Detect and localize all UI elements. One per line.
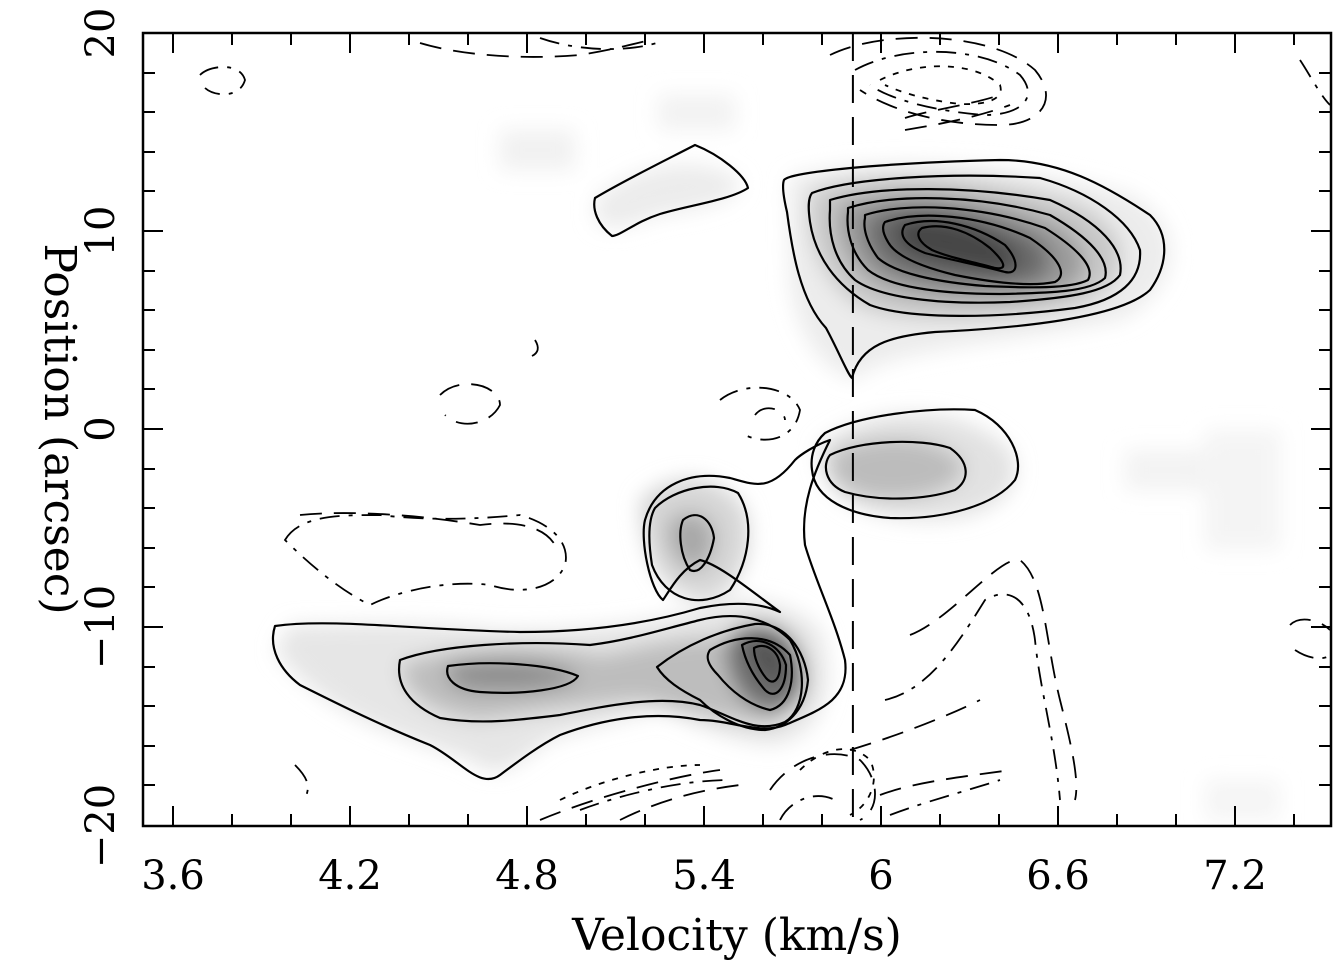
x-tick-label: 6.6 (1026, 853, 1090, 899)
contour-upper-level-5 (863, 206, 1091, 289)
x-tick-label: 4.2 (318, 853, 382, 899)
y-tick-label: 10 (78, 206, 124, 257)
y-axis-label: Position (arcsec) (34, 243, 85, 614)
contour-upper-level-7 (901, 219, 1017, 274)
contour-middle-level-2 (824, 440, 967, 500)
contour-lower-level-1 (271, 438, 847, 781)
x-tick-label: 6 (868, 853, 893, 899)
y-tick-label: 0 (78, 416, 124, 441)
contour-upper-level-6 (881, 214, 1063, 286)
contour-upper-level-3 (828, 188, 1122, 304)
y-tick-label: −20 (78, 784, 124, 868)
y-axis-ticks (143, 32, 1331, 827)
contour-middle-level-1 (810, 408, 1020, 520)
contour-lower-level-4 (655, 622, 810, 732)
contour-lower-level-6 (740, 639, 788, 695)
contour-lower-level-7 (752, 644, 782, 683)
contour-lower-level-3 (446, 662, 580, 694)
x-tick-label: 4.8 (495, 853, 559, 899)
x-axis-ticks (172, 33, 1295, 826)
x-tick-label: 3.6 (141, 853, 205, 899)
y-tick-label: −10 (78, 585, 124, 669)
contour-small-upper (593, 143, 750, 238)
x-tick-label: 7.2 (1203, 853, 1267, 899)
y-tick-labels: 20 10 0 −10 −20 (78, 8, 124, 869)
x-tick-labels: 3.6 4.2 4.8 5.4 6 6.6 7.2 (141, 853, 1267, 899)
contour-upper-level-4 (846, 197, 1107, 296)
contour-lower-level-5 (706, 637, 793, 712)
solid-contours (271, 143, 1166, 781)
y-tick-label: 20 (78, 8, 124, 59)
contour-upper-level-8 (917, 225, 1005, 270)
contour-upper-level-1 (781, 158, 1166, 380)
x-tick-label: 5.4 (672, 853, 736, 899)
contour-upper-level-2 (807, 174, 1142, 317)
contour-mid-clump-1 (648, 485, 750, 602)
greyscale-emission-map (275, 95, 1280, 820)
contour-mid-clump-2 (679, 514, 716, 573)
broken-contours (199, 36, 1331, 821)
x-axis-label: Velocity (km/s) (571, 910, 902, 961)
